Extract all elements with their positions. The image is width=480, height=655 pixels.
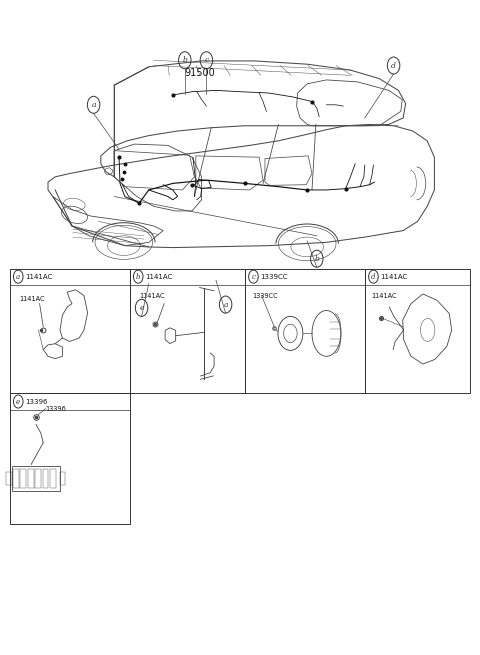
Text: c: c: [204, 56, 208, 64]
Text: b: b: [136, 272, 141, 280]
Text: 1141AC: 1141AC: [145, 274, 172, 280]
Text: b: b: [182, 56, 187, 64]
Text: d: d: [391, 62, 396, 69]
Text: 91500: 91500: [185, 68, 216, 79]
Text: e: e: [16, 398, 20, 405]
Bar: [10, 393, 130, 524]
Bar: [50, 469, 56, 487]
Text: 13396: 13396: [46, 405, 66, 412]
Text: 1141AC: 1141AC: [25, 274, 52, 280]
Text: 1141AC: 1141AC: [139, 293, 165, 299]
Bar: [130, 269, 245, 393]
Bar: [60, 472, 65, 485]
Text: 1339CC: 1339CC: [260, 274, 288, 280]
Text: 13396: 13396: [25, 398, 48, 405]
Bar: [10, 269, 130, 393]
Bar: [12, 466, 60, 491]
Text: a: a: [16, 272, 20, 280]
Text: c: c: [252, 272, 255, 280]
Bar: [20, 469, 26, 487]
Bar: [35, 469, 41, 487]
Bar: [6, 472, 12, 485]
Text: a: a: [91, 101, 96, 109]
Bar: [13, 469, 19, 487]
Text: a: a: [223, 301, 228, 309]
Bar: [28, 469, 34, 487]
Bar: [43, 469, 48, 487]
Text: 1141AC: 1141AC: [371, 293, 397, 299]
Text: 1339CC: 1339CC: [252, 293, 278, 299]
Bar: [365, 269, 470, 393]
Text: b: b: [314, 255, 319, 263]
Text: 1141AC: 1141AC: [380, 274, 408, 280]
Text: 1141AC: 1141AC: [19, 296, 45, 302]
Text: d: d: [371, 272, 376, 280]
Bar: [245, 269, 365, 393]
Text: e: e: [139, 304, 144, 312]
